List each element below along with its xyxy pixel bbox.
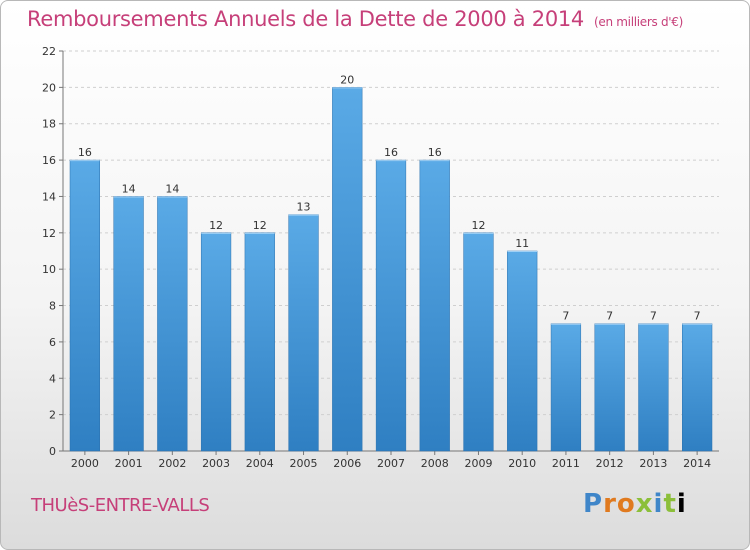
data-label: 7 (562, 310, 569, 323)
x-tick-label: 2008 (421, 457, 449, 470)
y-tick-label: 0 (49, 445, 56, 458)
data-label: 12 (209, 219, 223, 232)
data-label: 13 (297, 201, 311, 214)
y-tick-label: 20 (42, 81, 56, 94)
y-tick-label: 8 (49, 300, 56, 313)
bar (463, 232, 494, 452)
x-tick-label: 2002 (158, 457, 186, 470)
chart-title-text: Remboursements Annuels de la Dette de 20… (27, 7, 584, 31)
bars (69, 87, 713, 452)
bar (594, 323, 625, 452)
y-tick-label: 4 (49, 372, 56, 385)
y-tick-label: 2 (49, 409, 56, 422)
data-label: 12 (253, 219, 267, 232)
data-label: 11 (515, 237, 529, 250)
data-label: 12 (471, 219, 485, 232)
place-name: THUèS-ENTRE-VALLS (31, 495, 210, 516)
data-label: 20 (340, 73, 354, 86)
y-tick-label: 14 (42, 190, 56, 203)
x-tick-label: 2012 (596, 457, 624, 470)
y-tick-label: 6 (49, 336, 56, 349)
x-tick-label: 2001 (115, 457, 143, 470)
data-label: 16 (384, 146, 398, 159)
proxiti-logo: Proxiti (583, 489, 687, 519)
bar (244, 232, 275, 452)
x-tick-label: 2000 (71, 457, 99, 470)
data-label: 14 (165, 182, 179, 195)
y-tick-label: 12 (42, 227, 56, 240)
bar (375, 159, 407, 452)
bar (682, 323, 713, 452)
x-tick-label: 2013 (639, 457, 667, 470)
y-tick-label: 22 (42, 45, 56, 58)
bar (113, 196, 144, 452)
data-label: 14 (122, 182, 136, 195)
bar (507, 250, 538, 452)
x-tick-label: 2010 (508, 457, 536, 470)
x-tick-label: 2005 (290, 457, 318, 470)
x-tick-label: 2011 (552, 457, 580, 470)
chart-unit: (en milliers d'€) (594, 15, 684, 29)
labels: 0 2 4 6 8 10 12 14 16 18 20 22 16 2000 14 2001 14 2002 12 2… (42, 45, 711, 470)
x-tick-label: 2006 (333, 457, 361, 470)
bar (638, 323, 669, 452)
chart-title: Remboursements Annuels de la Dette de 20… (27, 7, 683, 31)
bar (288, 214, 319, 452)
bar (550, 323, 582, 452)
x-tick-label: 2007 (377, 457, 405, 470)
x-tick-label: 2009 (464, 457, 492, 470)
y-tick-label: 10 (42, 263, 56, 276)
data-label: 7 (650, 310, 657, 323)
bar (419, 159, 450, 452)
bar (69, 159, 100, 452)
data-label: 7 (606, 310, 613, 323)
data-label: 16 (78, 146, 92, 159)
y-tick-label: 16 (42, 154, 56, 167)
data-label: 16 (428, 146, 442, 159)
bar (332, 87, 363, 452)
bar (200, 232, 232, 452)
data-label: 7 (694, 310, 701, 323)
x-tick-label: 2004 (246, 457, 274, 470)
bar (157, 196, 188, 452)
x-tick-label: 2014 (683, 457, 711, 470)
y-tick-label: 18 (42, 118, 56, 131)
x-tick-label: 2003 (202, 457, 230, 470)
